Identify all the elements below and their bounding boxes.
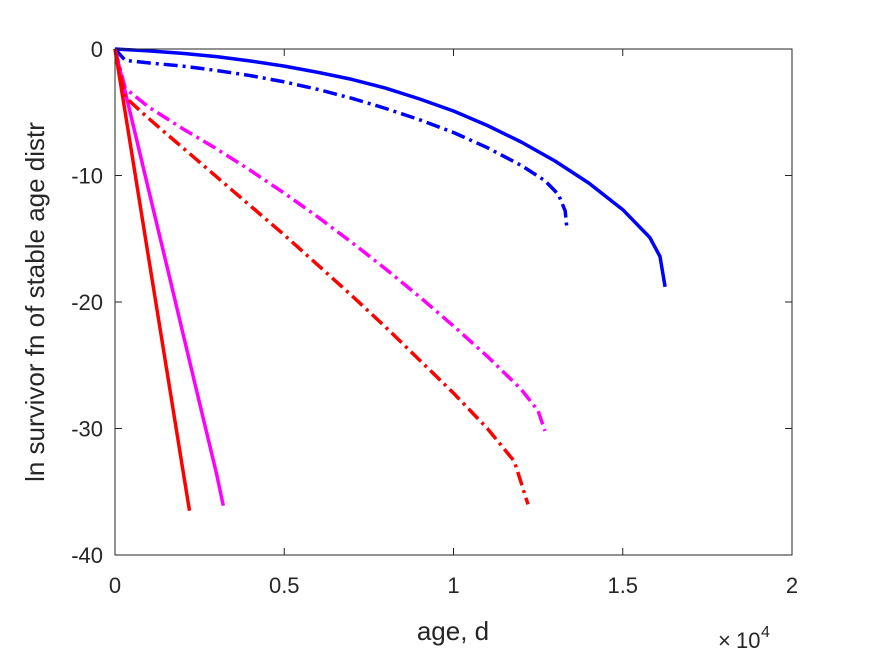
- y-tick-label: -20: [71, 290, 103, 315]
- x-multiplier-exponent: 4: [761, 624, 770, 641]
- y-tick-label: 0: [91, 37, 103, 62]
- series-layer: [113, 47, 667, 511]
- x-tick-label: 0.5: [269, 573, 300, 598]
- series-line-4: [113, 48, 547, 432]
- y-tick-label: -30: [71, 417, 103, 442]
- x-axis-multiplier: × 10 4: [718, 624, 770, 653]
- y-axis-label: ln survivor fn of stable age distr: [20, 122, 50, 482]
- series-line-5: [113, 48, 192, 511]
- x-axis-label: age, d: [417, 616, 489, 646]
- x-multiplier-times: ×: [718, 628, 731, 653]
- series-line-3: [113, 48, 226, 507]
- x-tick-label: 1.5: [607, 573, 638, 598]
- y-tick-label: -10: [71, 164, 103, 189]
- x-tick-label: 1: [447, 573, 459, 598]
- x-tick-label: 0: [109, 573, 121, 598]
- x-multiplier-base: 10: [736, 628, 760, 653]
- series-line-1: [114, 47, 667, 288]
- ticks-layer: 0 0.5 1 1.5 2 0 -10 -20 -30 -40: [71, 37, 798, 598]
- series-line-6: [113, 48, 530, 505]
- series-line-2: [113, 47, 569, 229]
- y-tick-label: -40: [71, 543, 103, 568]
- x-tick-label: 2: [786, 573, 798, 598]
